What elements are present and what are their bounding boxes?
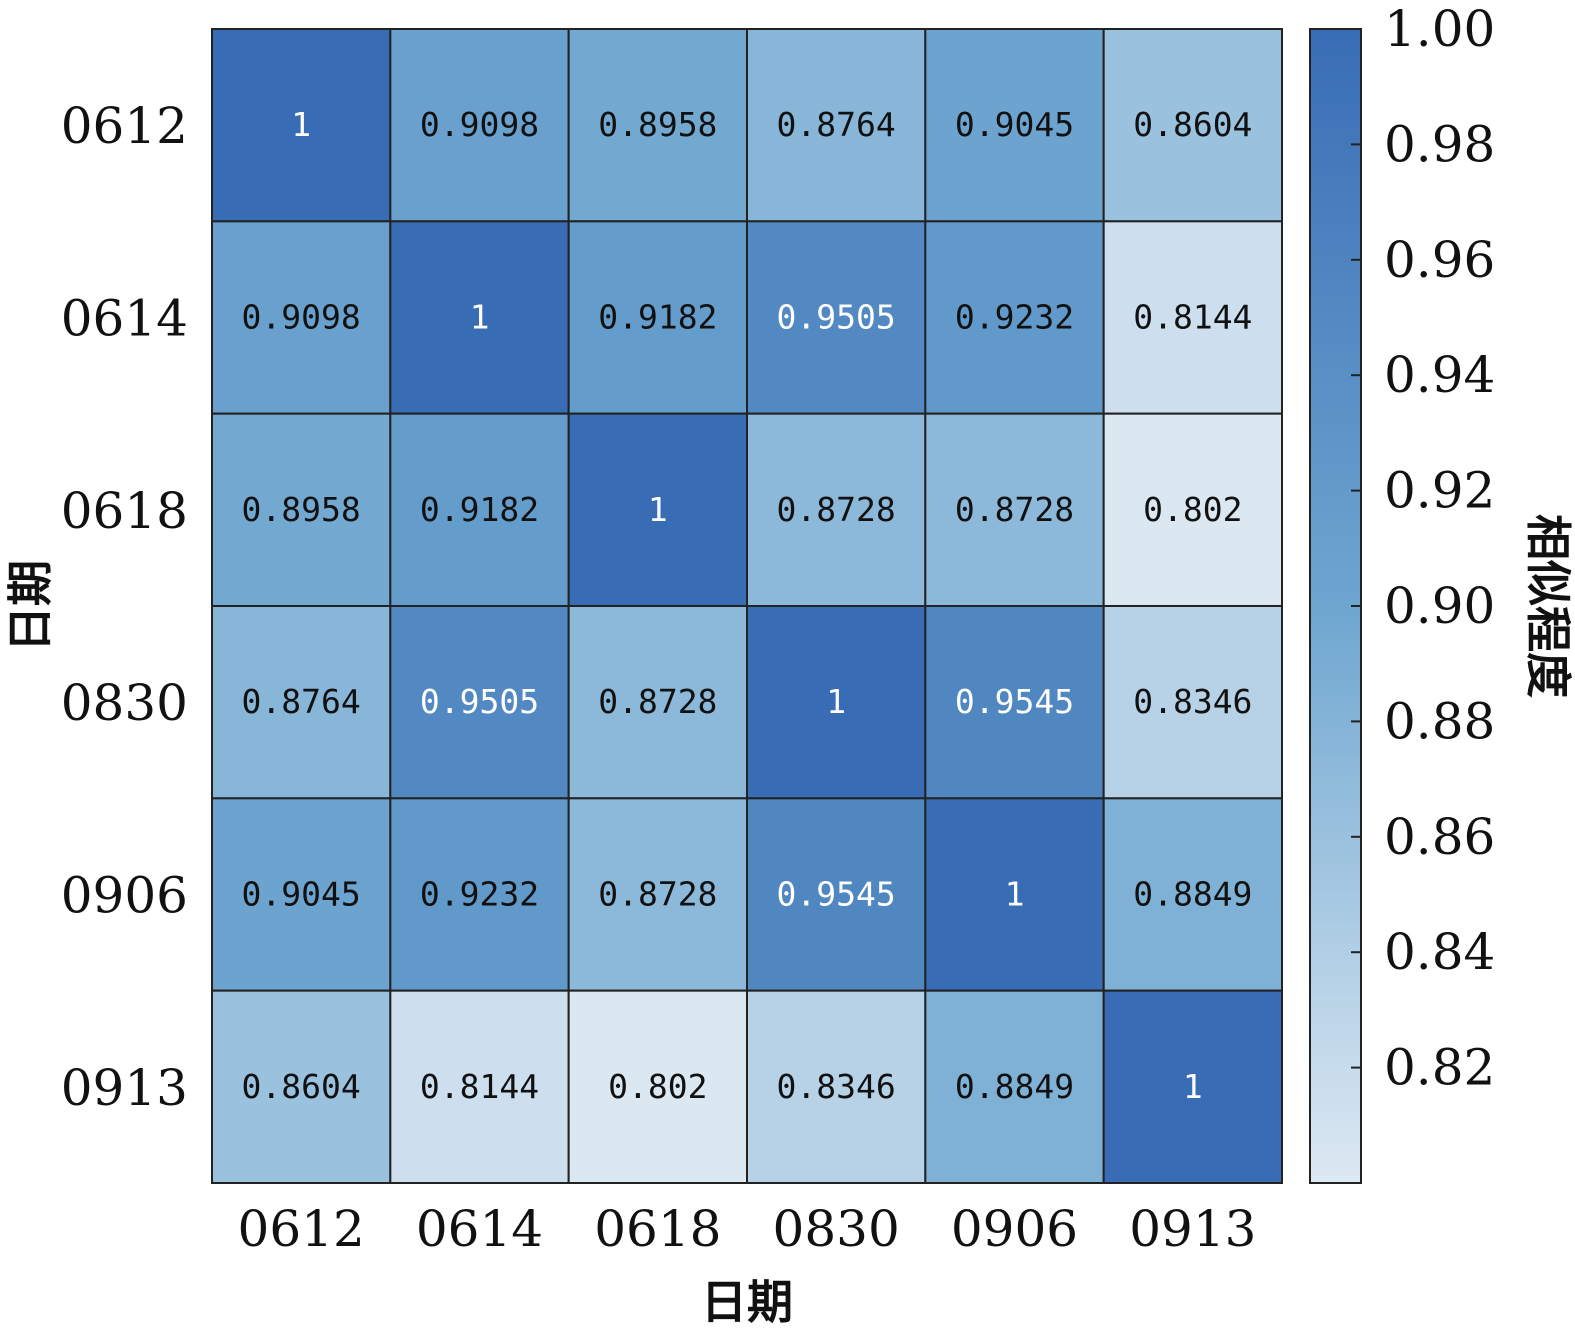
colorbar-tick-label: 0.92 [1384, 462, 1495, 520]
cell-value-label: 1 [1005, 875, 1025, 914]
heatmap-cell [924, 28, 1105, 223]
y-tick-label: 0906 [61, 867, 188, 925]
cell-value-label: 0.9232 [955, 298, 1074, 337]
colorbar-tick-label: 0.86 [1384, 808, 1495, 866]
colorbar-tick-label: 0.88 [1384, 692, 1495, 750]
cell-value-label: 0.8849 [1133, 875, 1252, 914]
cell-value-label: 0.8144 [1133, 298, 1252, 337]
heatmap-cell [1102, 220, 1283, 415]
cell-value-label: 0.8958 [242, 490, 361, 529]
heatmap-cell [211, 797, 392, 992]
heatmap-cell [1102, 412, 1283, 607]
cell-value-label: 0.8849 [955, 1067, 1074, 1106]
cell-value-label: 0.9232 [420, 875, 539, 914]
colorbar-tick-label: 1.00 [1384, 0, 1495, 58]
cell-value-label: 0.8728 [598, 875, 717, 914]
heatmap-cell [211, 28, 392, 223]
cell-value-label: 0.9182 [420, 490, 539, 529]
heatmap-cell [211, 989, 392, 1185]
cell-value-label: 0.8604 [242, 1067, 361, 1106]
cell-value-label: 0.802 [1143, 490, 1242, 529]
heatmap-cell [389, 28, 570, 223]
heatmap-cell [746, 28, 927, 223]
cell-value-label: 0.8728 [598, 682, 717, 721]
x-tick-label: 0830 [773, 1200, 900, 1258]
cell-value-label: 1 [470, 298, 490, 337]
heatmap-cell [746, 412, 927, 607]
heatmap-cell [389, 220, 570, 415]
x-tick-labels: 0612 0614 0618 0830 0906 0913 [238, 1200, 1257, 1258]
heatmap-cell [924, 605, 1105, 800]
heatmap-cell [211, 412, 392, 607]
cell-value-label: 0.8764 [777, 105, 896, 144]
cell-value-label: 0.9545 [955, 682, 1074, 721]
colorbar-tick-label: 0.94 [1384, 346, 1495, 404]
cell-value-label: 0.8764 [242, 682, 361, 721]
y-tick-label: 0612 [61, 97, 188, 155]
y-tick-labels: 0612 0614 0618 0830 0906 0913 [61, 97, 188, 1117]
x-tick-label: 0612 [238, 1200, 365, 1258]
y-axis-title: 日期 [3, 560, 57, 652]
cell-value-label: 0.8144 [420, 1067, 539, 1106]
cell-value-label: 1 [826, 682, 846, 721]
x-tick-label: 0614 [416, 1200, 543, 1258]
heatmap-cells: 1 0.9098 0.8958 0.8764 0.9045 0.8604 0.9098 1 0.… [211, 28, 1283, 1185]
plot-frame [211, 28, 1283, 1184]
cell-value-label: 0.9045 [955, 105, 1074, 144]
colorbar-tick-label: 0.96 [1384, 231, 1495, 289]
colorbar-tick-label: 0.84 [1384, 923, 1495, 981]
cell-value-label: 0.9045 [242, 875, 361, 914]
heatmap-cell [746, 220, 927, 415]
cell-value-label: 0.8604 [1133, 105, 1252, 144]
cell-value-label: 0.802 [608, 1067, 707, 1106]
cell-value-label: 0.8728 [955, 490, 1074, 529]
cell-value-label: 1 [1183, 1067, 1203, 1106]
cell-value-label: 0.9098 [242, 298, 361, 337]
colorbar-tick-label: 0.82 [1384, 1039, 1495, 1097]
cell-value-label: 1 [291, 105, 311, 144]
cell-value-label: 0.9545 [777, 875, 896, 914]
heatmap-cell [924, 797, 1105, 992]
y-tick-label: 0618 [61, 482, 188, 540]
heatmap-cell [1102, 989, 1283, 1185]
x-tick-label: 0906 [951, 1200, 1078, 1258]
y-tick-label: 0830 [61, 674, 188, 732]
heatmap-cell [746, 605, 927, 800]
y-tick-label: 0913 [61, 1059, 188, 1117]
colorbar-tick-label: 0.98 [1384, 115, 1495, 173]
colorbar-ticks: 1.00 0.98 0.96 0.94 0.92 0.90 0.88 0.86 0.84 0.82 [1351, 0, 1495, 1097]
cell-value-label: 0.8346 [777, 1067, 896, 1106]
heatmap-cell [746, 797, 927, 992]
heatmap-cell [567, 797, 749, 992]
heatmap-cell [567, 412, 749, 607]
x-axis-title: 日期 [701, 1275, 793, 1329]
cell-value-label: 0.8346 [1133, 682, 1252, 721]
heatmap-cell [1102, 28, 1283, 223]
heatmap-cell [389, 605, 570, 800]
colorbar-tick-label: 0.90 [1384, 577, 1495, 635]
cell-value-label: 1 [648, 490, 668, 529]
cell-value-label: 0.9182 [598, 298, 717, 337]
x-tick-label: 0913 [1129, 1200, 1256, 1258]
heatmap-cell [567, 605, 749, 800]
x-tick-label: 0618 [594, 1200, 721, 1258]
cell-value-label: 0.9098 [420, 105, 539, 144]
heatmap-cell [389, 412, 570, 607]
cell-value-label: 0.9505 [777, 298, 896, 337]
cell-value-label: 0.8728 [777, 490, 896, 529]
colorbar-title: 相似程度 [1521, 514, 1575, 698]
heatmap-cell [924, 412, 1105, 607]
heatmap-cell [924, 989, 1105, 1185]
cell-value-label: 0.9505 [420, 682, 539, 721]
heatmap-cell [211, 605, 392, 800]
cell-value-label: 0.8958 [598, 105, 717, 144]
y-tick-label: 0614 [61, 290, 188, 348]
